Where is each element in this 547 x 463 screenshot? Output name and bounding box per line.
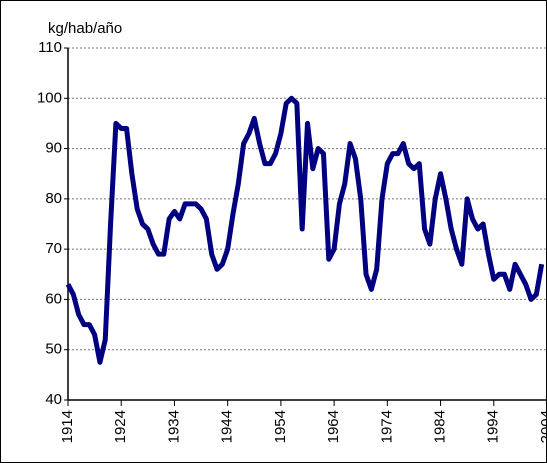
y-tick-label: 90: [45, 140, 62, 157]
x-tick-label: 2004: [538, 410, 547, 443]
x-tick-label: 1934: [165, 410, 182, 443]
x-tick-label: 1984: [432, 410, 449, 443]
x-tick-label: 1914: [59, 410, 76, 443]
y-tick-label: 70: [45, 240, 62, 257]
y-tick-label: 80: [45, 190, 62, 207]
y-tick-label: 110: [38, 39, 62, 56]
y-tick-label: 50: [45, 341, 62, 358]
x-tick-label: 1924: [112, 410, 129, 443]
y-tick-label: 60: [45, 290, 62, 307]
y-axis-label: kg/hab/año: [48, 20, 122, 37]
x-tick-label: 1954: [272, 410, 289, 443]
y-tick-label: 40: [45, 391, 62, 408]
x-tick-label: 1994: [485, 410, 502, 443]
x-tick-label: 1964: [325, 410, 342, 443]
x-tick-label: 1974: [378, 410, 395, 443]
data-line: [65, 95, 545, 365]
y-tick-label: 100: [37, 89, 62, 106]
x-tick-label: 1944: [219, 410, 236, 443]
